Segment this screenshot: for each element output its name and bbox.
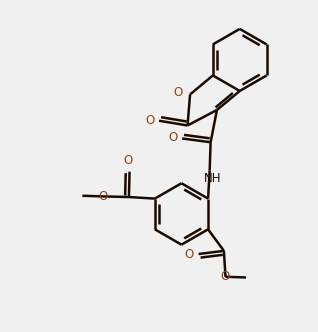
Text: O: O xyxy=(123,154,133,167)
Text: NH: NH xyxy=(204,172,221,185)
Text: O: O xyxy=(168,131,177,144)
Text: O: O xyxy=(98,190,107,203)
Text: O: O xyxy=(145,114,154,126)
Text: O: O xyxy=(174,86,183,99)
Text: O: O xyxy=(184,248,194,261)
Text: O: O xyxy=(221,270,230,283)
